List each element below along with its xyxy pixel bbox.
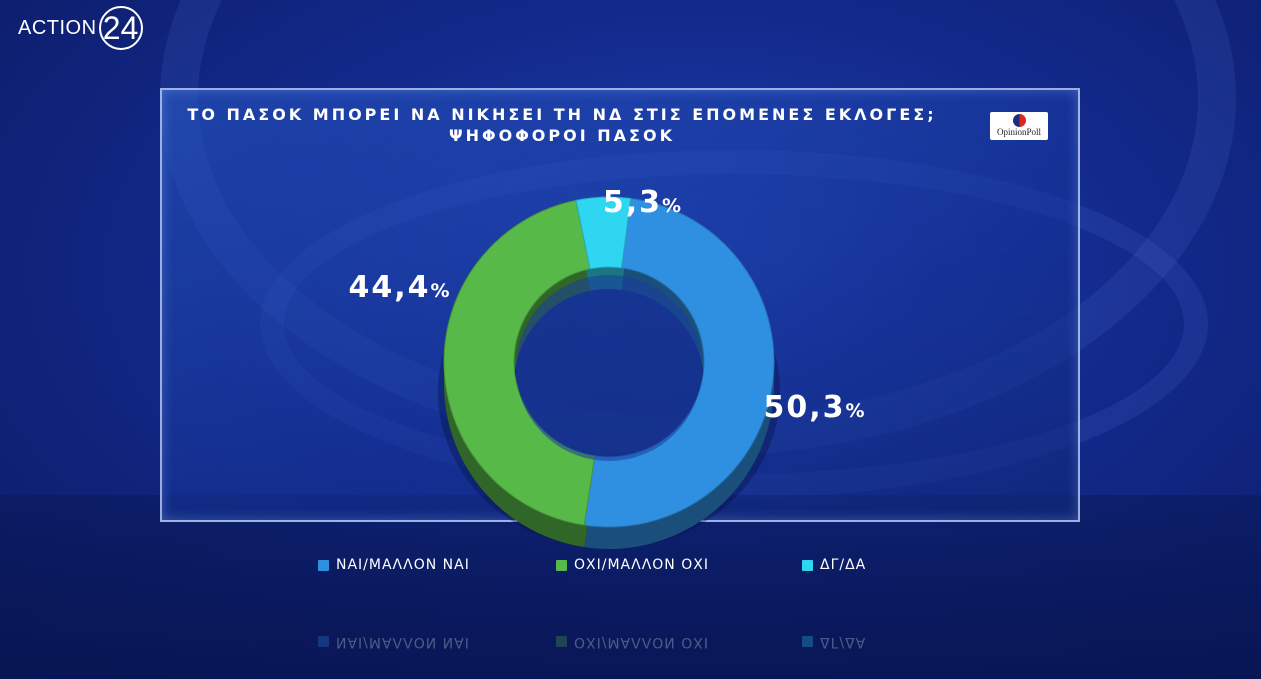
legend-item: ΝΑΙ/ΜΑΛΛΟΝ ΝΑΙ (318, 634, 470, 650)
legend-item: ΔΓ/ΔΑ (802, 557, 866, 573)
donut-hole-shade (516, 275, 702, 461)
legend-label: ΟΧΙ/ΜΑΛΛΟΝ ΟΧΙ (574, 634, 709, 650)
legend-label: ΔΓ/ΔΑ (820, 557, 867, 573)
legend-item: ΔΓ/ΔΑ (802, 634, 866, 650)
data-label: 50,3% (763, 390, 864, 425)
logo-word: ACTION (18, 16, 97, 39)
legend-swatch (556, 636, 567, 648)
legend-swatch (318, 636, 329, 648)
data-label: 44,4% (348, 270, 449, 305)
data-label: 5,3% (603, 185, 681, 220)
donut-slice (583, 197, 775, 528)
legend-label: ΝΑΙ/ΜΑΛΛΟΝ ΝΑΙ (336, 634, 470, 650)
chart-legend: ΝΑΙ/ΜΑΛΛΟΝ ΝΑΙ ΟΧΙ/ΜΑΛΛΟΝ ΟΧΙ ΔΓ/ΔΑ (0, 557, 1261, 577)
opinionpoll-dot-icon (1013, 114, 1026, 127)
legend-swatch (802, 636, 813, 648)
legend-label: ΝΑΙ/ΜΑΛΛΟΝ ΝΑΙ (336, 557, 470, 573)
legend-item: ΟΧΙ/ΜΑΛΛΟΝ ΟΧΙ (556, 634, 709, 650)
chart-subtitle: ΨΗΦΟΦΟΡΟΙ ΠΑΣΟΚ (449, 126, 675, 145)
action24-logo: ACTION 24 (18, 6, 143, 50)
donut-slice (575, 196, 632, 270)
opinionpoll-logo: OpinionPoll (990, 112, 1048, 140)
legend-swatch (556, 559, 567, 571)
chart-title: ΤΟ ΠΑΣΟΚ ΜΠΟΡΕΙ ΝΑ ΝΙΚΗΣΕΙ ΤΗ ΝΔ ΣΤΙΣ ΕΠ… (187, 105, 937, 124)
opinionpoll-label: OpinionPoll (996, 127, 1041, 137)
legend-item: ΝΑΙ/ΜΑΛΛΟΝ ΝΑΙ (318, 557, 470, 573)
logo-number: 24 (98, 6, 143, 50)
chart-heading: ΤΟ ΠΑΣΟΚ ΜΠΟΡΕΙ ΝΑ ΝΙΚΗΣΕΙ ΤΗ ΝΔ ΣΤΙΣ ΕΠ… (162, 104, 962, 146)
legend-swatch (318, 559, 329, 571)
legend-label: ΟΧΙ/ΜΑΛΛΟΝ ΟΧΙ (574, 557, 709, 573)
legend-reflection: ΝΑΙ/ΜΑΛΛΟΝ ΝΑΙ ΟΧΙ/ΜΑΛΛΟΝ ΟΧΙ ΔΓ/ΔΑ (0, 630, 1261, 650)
legend-label: ΔΓ/ΔΑ (820, 634, 867, 650)
legend-item: ΟΧΙ/ΜΑΛΛΟΝ ΟΧΙ (556, 557, 709, 573)
legend-swatch (802, 559, 813, 571)
